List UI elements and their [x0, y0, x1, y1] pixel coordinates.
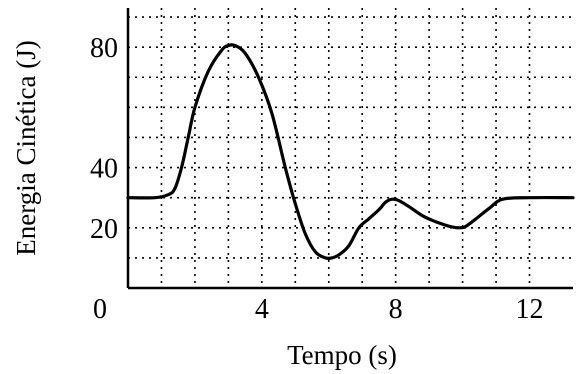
y-tick-labels: 20 40 80 [90, 33, 118, 245]
x-tick-labels: 4 8 12 [255, 294, 544, 325]
origin-label: 0 [93, 294, 107, 325]
series-line-kinetic-energy [126, 43, 575, 261]
x-axis-label: Tempo (s) [287, 340, 397, 370]
x-tick-label: 4 [255, 294, 269, 325]
y-tick-label: 40 [90, 154, 118, 185]
axes [126, 8, 573, 290]
grid [128, 8, 573, 288]
y-axis-label: Energia Cinética (J) [11, 40, 41, 255]
x-tick-label: 8 [389, 294, 403, 325]
x-tick-label: 12 [516, 294, 544, 325]
y-tick-label: 80 [90, 33, 118, 64]
y-tick-label: 20 [90, 214, 118, 245]
